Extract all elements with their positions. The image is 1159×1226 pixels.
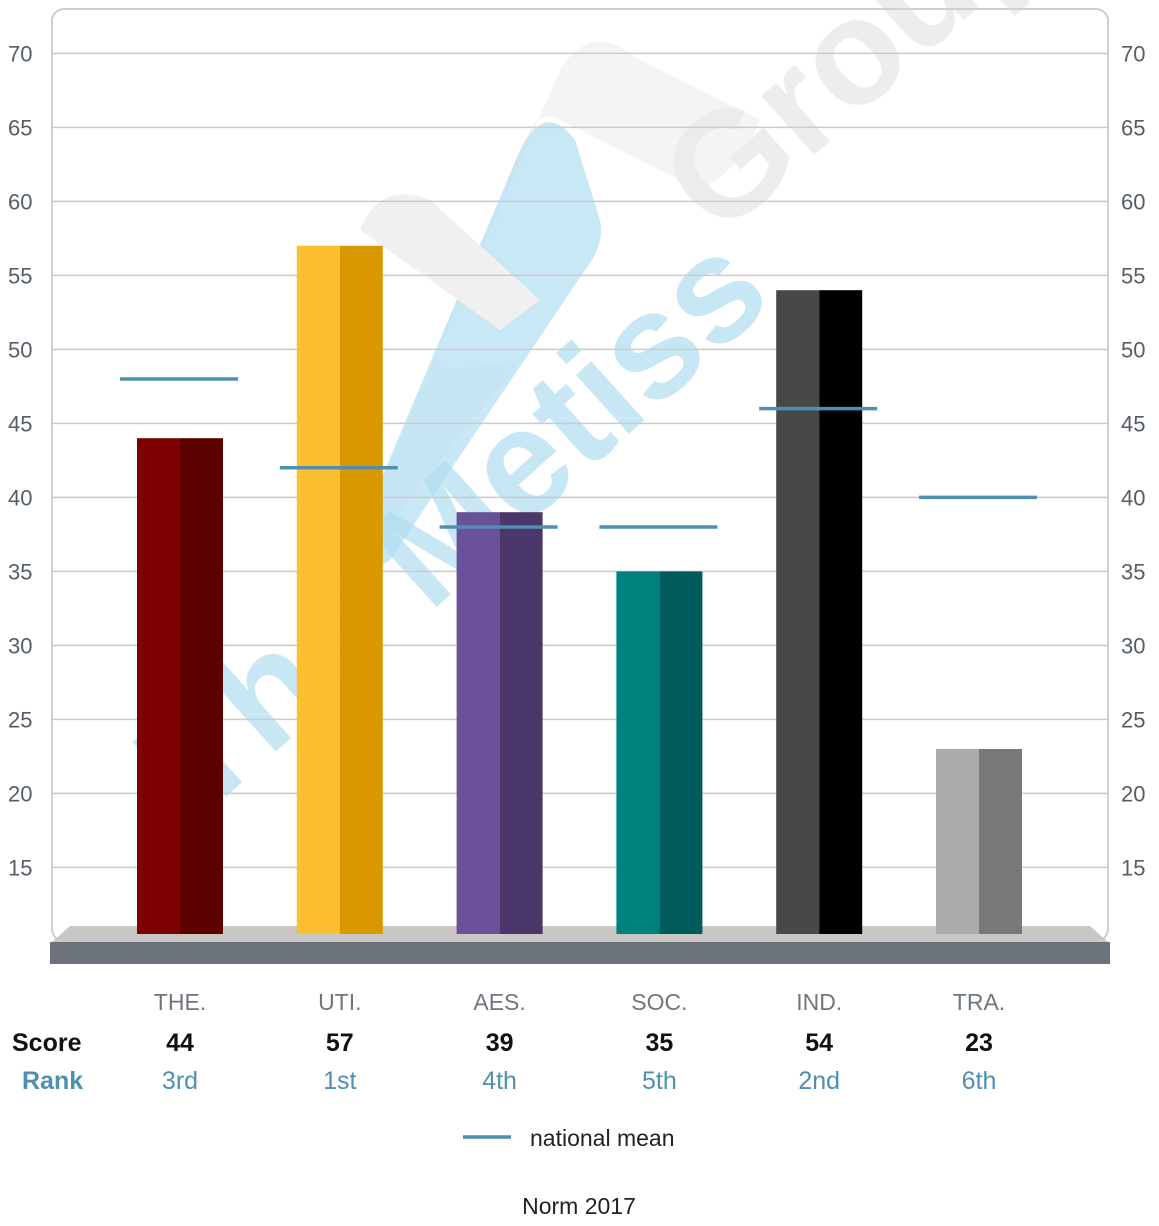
bar-aes-side xyxy=(499,512,543,934)
y-tick-right-65: 65 xyxy=(1121,115,1145,140)
y-tick-right-20: 20 xyxy=(1121,781,1145,806)
y-tick-left-15: 15 xyxy=(8,855,32,880)
category-label-the: THE. xyxy=(154,989,206,1015)
y-tick-left-20: 20 xyxy=(8,781,32,806)
score-value-uti: 57 xyxy=(326,1029,354,1057)
y-tick-left-40: 40 xyxy=(8,485,32,510)
score-value-tra: 23 xyxy=(965,1029,993,1057)
y-axis-right: 15 20 25 30 35 40 45 50 55 60 65 70 xyxy=(1121,41,1145,880)
category-label-soc: SOC. xyxy=(631,989,687,1015)
y-tick-right-40: 40 xyxy=(1121,485,1145,510)
bar-uti-side xyxy=(339,245,383,935)
rank-value-soc: 5th xyxy=(642,1067,677,1095)
chart-floor-front xyxy=(50,942,1110,964)
rank-values: 3rd 1st 4th 5th 2nd 6th xyxy=(162,1067,996,1095)
national-mean-lines xyxy=(120,377,1037,529)
score-value-ind: 54 xyxy=(805,1029,833,1057)
y-tick-right-30: 30 xyxy=(1121,633,1145,658)
watermark: The Metiss Group xyxy=(109,0,1076,844)
score-value-the: 44 xyxy=(166,1029,194,1057)
bar-soc-side xyxy=(659,571,703,934)
y-tick-left-50: 50 xyxy=(8,337,32,362)
y-tick-right-55: 55 xyxy=(1121,263,1145,288)
category-labels: THE. UTI. AES. SOC. IND. TRA. xyxy=(154,989,1005,1015)
y-tick-left-25: 25 xyxy=(8,707,32,732)
bar-ind-front xyxy=(776,290,820,934)
bar-soc-front xyxy=(616,571,660,934)
legend-mean-label: national mean xyxy=(530,1125,675,1151)
y-tick-right-60: 60 xyxy=(1121,189,1145,214)
rank-value-tra: 6th xyxy=(962,1067,997,1095)
y-tick-right-15: 15 xyxy=(1121,855,1145,880)
bar-uti-front xyxy=(296,245,340,935)
rank-value-uti: 1st xyxy=(323,1067,356,1095)
category-label-ind: IND. xyxy=(796,989,842,1015)
score-value-aes: 39 xyxy=(486,1029,514,1057)
bars xyxy=(137,245,1022,935)
y-tick-right-70: 70 xyxy=(1121,41,1145,66)
score-value-soc: 35 xyxy=(645,1029,673,1057)
bar-the-front xyxy=(137,438,180,934)
y-axis-left: 15 20 25 30 35 40 45 50 55 60 65 70 xyxy=(8,41,32,880)
bar-the-side xyxy=(180,438,223,934)
y-tick-right-50: 50 xyxy=(1121,337,1145,362)
rank-value-aes: 4th xyxy=(482,1067,517,1095)
y-tick-left-60: 60 xyxy=(8,189,32,214)
y-tick-right-25: 25 xyxy=(1121,707,1145,732)
category-label-uti: UTI. xyxy=(318,989,361,1015)
y-tick-left-65: 65 xyxy=(8,115,32,140)
y-tick-left-35: 35 xyxy=(8,559,32,584)
gridlines xyxy=(52,52,1108,869)
y-tick-left-30: 30 xyxy=(8,633,32,658)
y-tick-left-45: 45 xyxy=(8,411,32,436)
y-tick-left-70: 70 xyxy=(8,41,32,66)
score-row-label: Score xyxy=(12,1029,82,1057)
y-tick-left-55: 55 xyxy=(8,263,32,288)
category-label-aes: AES. xyxy=(473,989,525,1015)
footer-norm: Norm 2017 xyxy=(522,1193,636,1219)
rank-row-label: Rank xyxy=(22,1067,83,1095)
bar-ind-side xyxy=(819,290,863,934)
y-tick-right-45: 45 xyxy=(1121,411,1145,436)
rank-value-the: 3rd xyxy=(162,1067,198,1095)
category-label-tra: TRA. xyxy=(953,989,1005,1015)
bar-tra-side xyxy=(979,749,1022,934)
bar-tra-front xyxy=(936,749,979,934)
bar-aes-front xyxy=(456,512,500,934)
score-values: 44 57 39 35 54 23 xyxy=(166,1029,993,1057)
y-tick-right-35: 35 xyxy=(1121,559,1145,584)
rank-value-ind: 2nd xyxy=(798,1067,840,1095)
